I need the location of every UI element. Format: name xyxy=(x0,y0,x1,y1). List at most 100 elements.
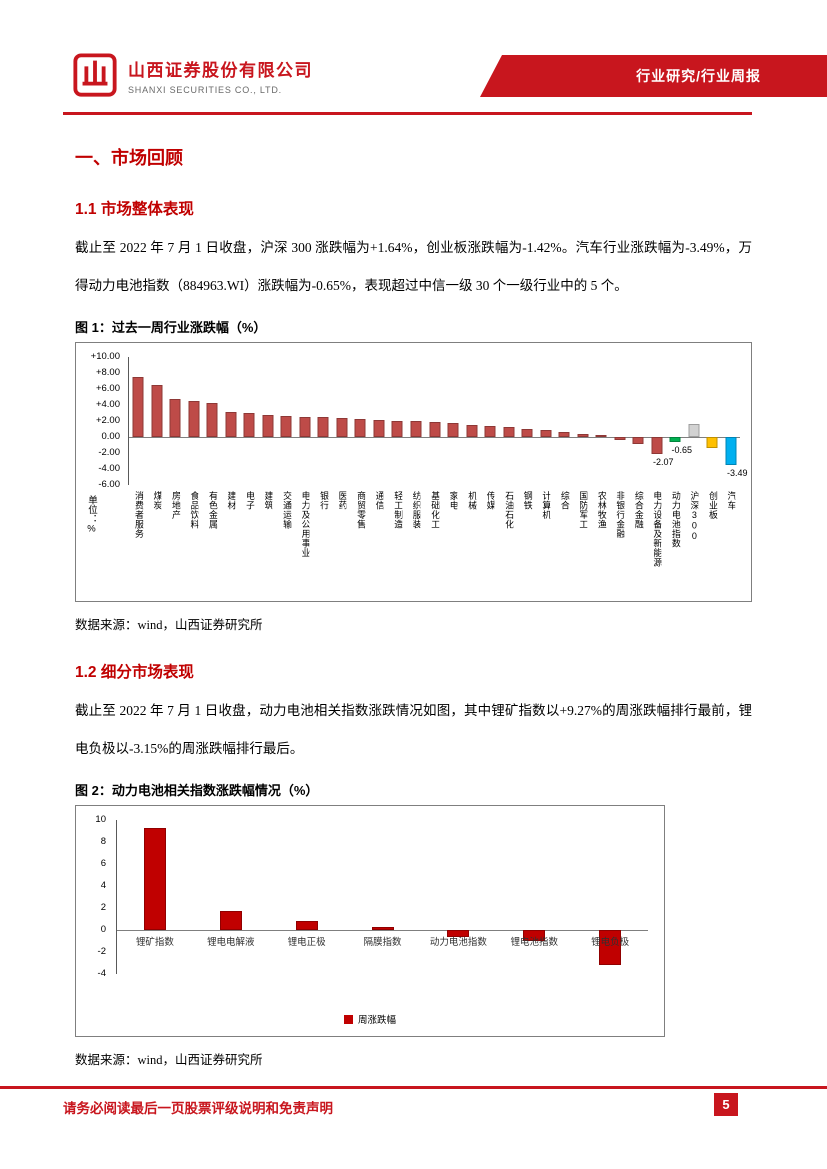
footer-divider xyxy=(0,1086,827,1089)
x-axis-label: 消费者服务 xyxy=(133,491,143,539)
bar-slot: 锂电池指数 xyxy=(496,820,572,974)
bar-slot: 电力及公用事业 xyxy=(296,357,315,558)
report-body: 一、市场回顾 1.1 市场整体表现 截止至 2022 年 7 月 1 日收盘，沪… xyxy=(75,128,752,1068)
y-tick-label: +10.00 xyxy=(90,351,120,362)
plot-area: 锂矿指数 锂电电解液 锂电正极 隔膜指数 动力电池指数 锂电池指数 锂电负极 xyxy=(116,820,648,974)
bar-slot: 计算机 xyxy=(536,357,555,520)
bar-value-label: -2.07 xyxy=(652,456,674,467)
x-axis-label: 锂矿指数 xyxy=(135,937,174,948)
unit-label: 单位：% xyxy=(86,495,97,535)
bar xyxy=(484,425,496,437)
x-axis-label: 锂电池指数 xyxy=(510,937,558,948)
x-axis-label: 有色金属 xyxy=(208,491,218,529)
y-tick-label: 6 xyxy=(100,858,106,869)
bar xyxy=(151,385,163,437)
y-tick-label: +2.00 xyxy=(95,415,120,426)
y-tick-label: -4 xyxy=(97,968,106,979)
bar-slot: 沪深300 xyxy=(684,357,703,542)
bar xyxy=(280,415,292,437)
bar xyxy=(725,437,737,465)
company-name-block: 山西证券股份有限公司 SHANXI SECURITIES CO., LTD. xyxy=(128,56,313,95)
report-type-banner: 行业研究/行业周报 xyxy=(480,55,827,97)
y-tick-label: 10 xyxy=(95,814,106,825)
bar-slot: 石油石化 xyxy=(499,357,518,529)
x-axis-label: 动力电池指数 xyxy=(429,937,487,948)
x-axis-label: 计算机 xyxy=(541,491,551,520)
bar xyxy=(371,926,394,930)
bar xyxy=(595,435,607,438)
x-axis-label: 钢铁 xyxy=(522,491,532,510)
x-axis-label: 电力设备及新能源 xyxy=(652,491,662,567)
bar xyxy=(599,930,622,965)
header-divider xyxy=(63,112,752,115)
zero-axis-line xyxy=(129,437,740,438)
bar-slot: 纺织服装 xyxy=(407,357,426,529)
bar-slot: 有色金属 xyxy=(203,357,222,529)
x-axis-label: 煤炭 xyxy=(152,491,162,510)
bar xyxy=(447,930,470,938)
y-tick-label: 0.00 xyxy=(101,431,121,442)
x-axis-label: 石油石化 xyxy=(504,491,514,529)
x-axis-label: 国防军工 xyxy=(578,491,588,529)
bar xyxy=(669,437,681,443)
company-name-en: SHANXI SECURITIES CO., LTD. xyxy=(128,84,282,95)
bar xyxy=(373,419,385,437)
figure2-caption: 图 2：动力电池相关指数涨跌幅情况（%） xyxy=(75,783,319,798)
bar-slot: 综合金融 xyxy=(629,357,648,529)
bar-slot: 轻工制造 xyxy=(388,357,407,529)
legend-label: 周涨跌幅 xyxy=(357,1015,396,1026)
y-tick-label: 0 xyxy=(100,924,106,935)
bar xyxy=(503,427,515,437)
bar-slot: 房地产 xyxy=(166,357,185,520)
bar xyxy=(688,423,700,437)
x-axis-label: 综合金融 xyxy=(633,491,643,529)
industry-weekly-change-chart: 单位：% +10.00 +8.00 +6.00 +4.00 +2.00 0.00 -2.00 -… xyxy=(75,342,752,602)
bar xyxy=(336,417,348,437)
x-axis-label: 医药 xyxy=(337,491,347,510)
figure2-source: 数据来源：wind，山西证券研究所 xyxy=(75,1053,263,1067)
y-tick-label: 8 xyxy=(100,836,106,847)
x-axis-label: 基础化工 xyxy=(430,491,440,529)
bar-slot: 基础化工 xyxy=(425,357,444,529)
x-axis-label: 建筑 xyxy=(263,491,273,510)
x-axis-label: 纺织服装 xyxy=(411,491,421,529)
bar-slot: -0.65 动力电池指数 xyxy=(666,357,692,548)
bar-slot: 医药 xyxy=(333,357,352,510)
x-axis-label: 锂电正极 xyxy=(287,937,326,948)
bar-slot: 家电 xyxy=(444,357,463,510)
plot-area: 消费者服务 煤炭 房地产 食品饮料 有色金属 建材 电子 建筑 交通运输 电力及公用事业 银行 医药商… xyxy=(128,357,748,567)
paragraph-segment-overview: 截止至 2022 年 7 月 1 日收盘，动力电池相关指数涨跌情况如图，其中锂矿… xyxy=(75,703,752,756)
bar-slot: 锂电正极 xyxy=(269,820,345,974)
bar-slot: 通信 xyxy=(370,357,389,510)
chart-legend: 周涨跌幅 xyxy=(76,1012,664,1026)
bar xyxy=(706,437,718,449)
company-logo-icon xyxy=(73,53,117,97)
bar xyxy=(391,420,403,437)
bar-slot: 农林牧渔 xyxy=(592,357,611,529)
x-axis-label: 锂电电解液 xyxy=(207,937,255,948)
bar-value-label: -3.49 xyxy=(727,467,748,478)
bar xyxy=(614,437,626,441)
bar xyxy=(243,413,255,437)
bar xyxy=(225,412,237,437)
x-axis-label: 电力及公用事业 xyxy=(300,491,310,558)
y-tick-label: 2 xyxy=(100,902,106,913)
bar-slot: 传媒 xyxy=(481,357,500,510)
section-title: 一、市场回顾 xyxy=(75,148,183,168)
x-axis-label: 农林牧渔 xyxy=(596,491,606,529)
x-axis-label: 隔膜指数 xyxy=(363,937,402,948)
x-axis-label: 轻工制造 xyxy=(393,491,403,529)
bar-slot: -3.49 汽车 xyxy=(722,357,748,510)
x-axis-label: 综合 xyxy=(559,491,569,510)
bar-slot: 商贸零售 xyxy=(351,357,370,529)
bar xyxy=(188,400,200,437)
bar-slot: 国防军工 xyxy=(573,357,592,529)
y-axis: +10.00 +8.00 +6.00 +4.00 +2.00 0.00 -2.00 -4.00… xyxy=(76,351,124,490)
bar xyxy=(447,423,459,437)
bar-slot: 综合 xyxy=(555,357,574,510)
y-tick-label: -4.00 xyxy=(98,463,120,474)
company-name-cn: 山西证券股份有限公司 xyxy=(128,60,313,80)
legend-swatch-icon xyxy=(343,1014,353,1024)
bar-slot: 银行 xyxy=(314,357,333,510)
x-axis-label: 沪深300 xyxy=(689,491,699,542)
